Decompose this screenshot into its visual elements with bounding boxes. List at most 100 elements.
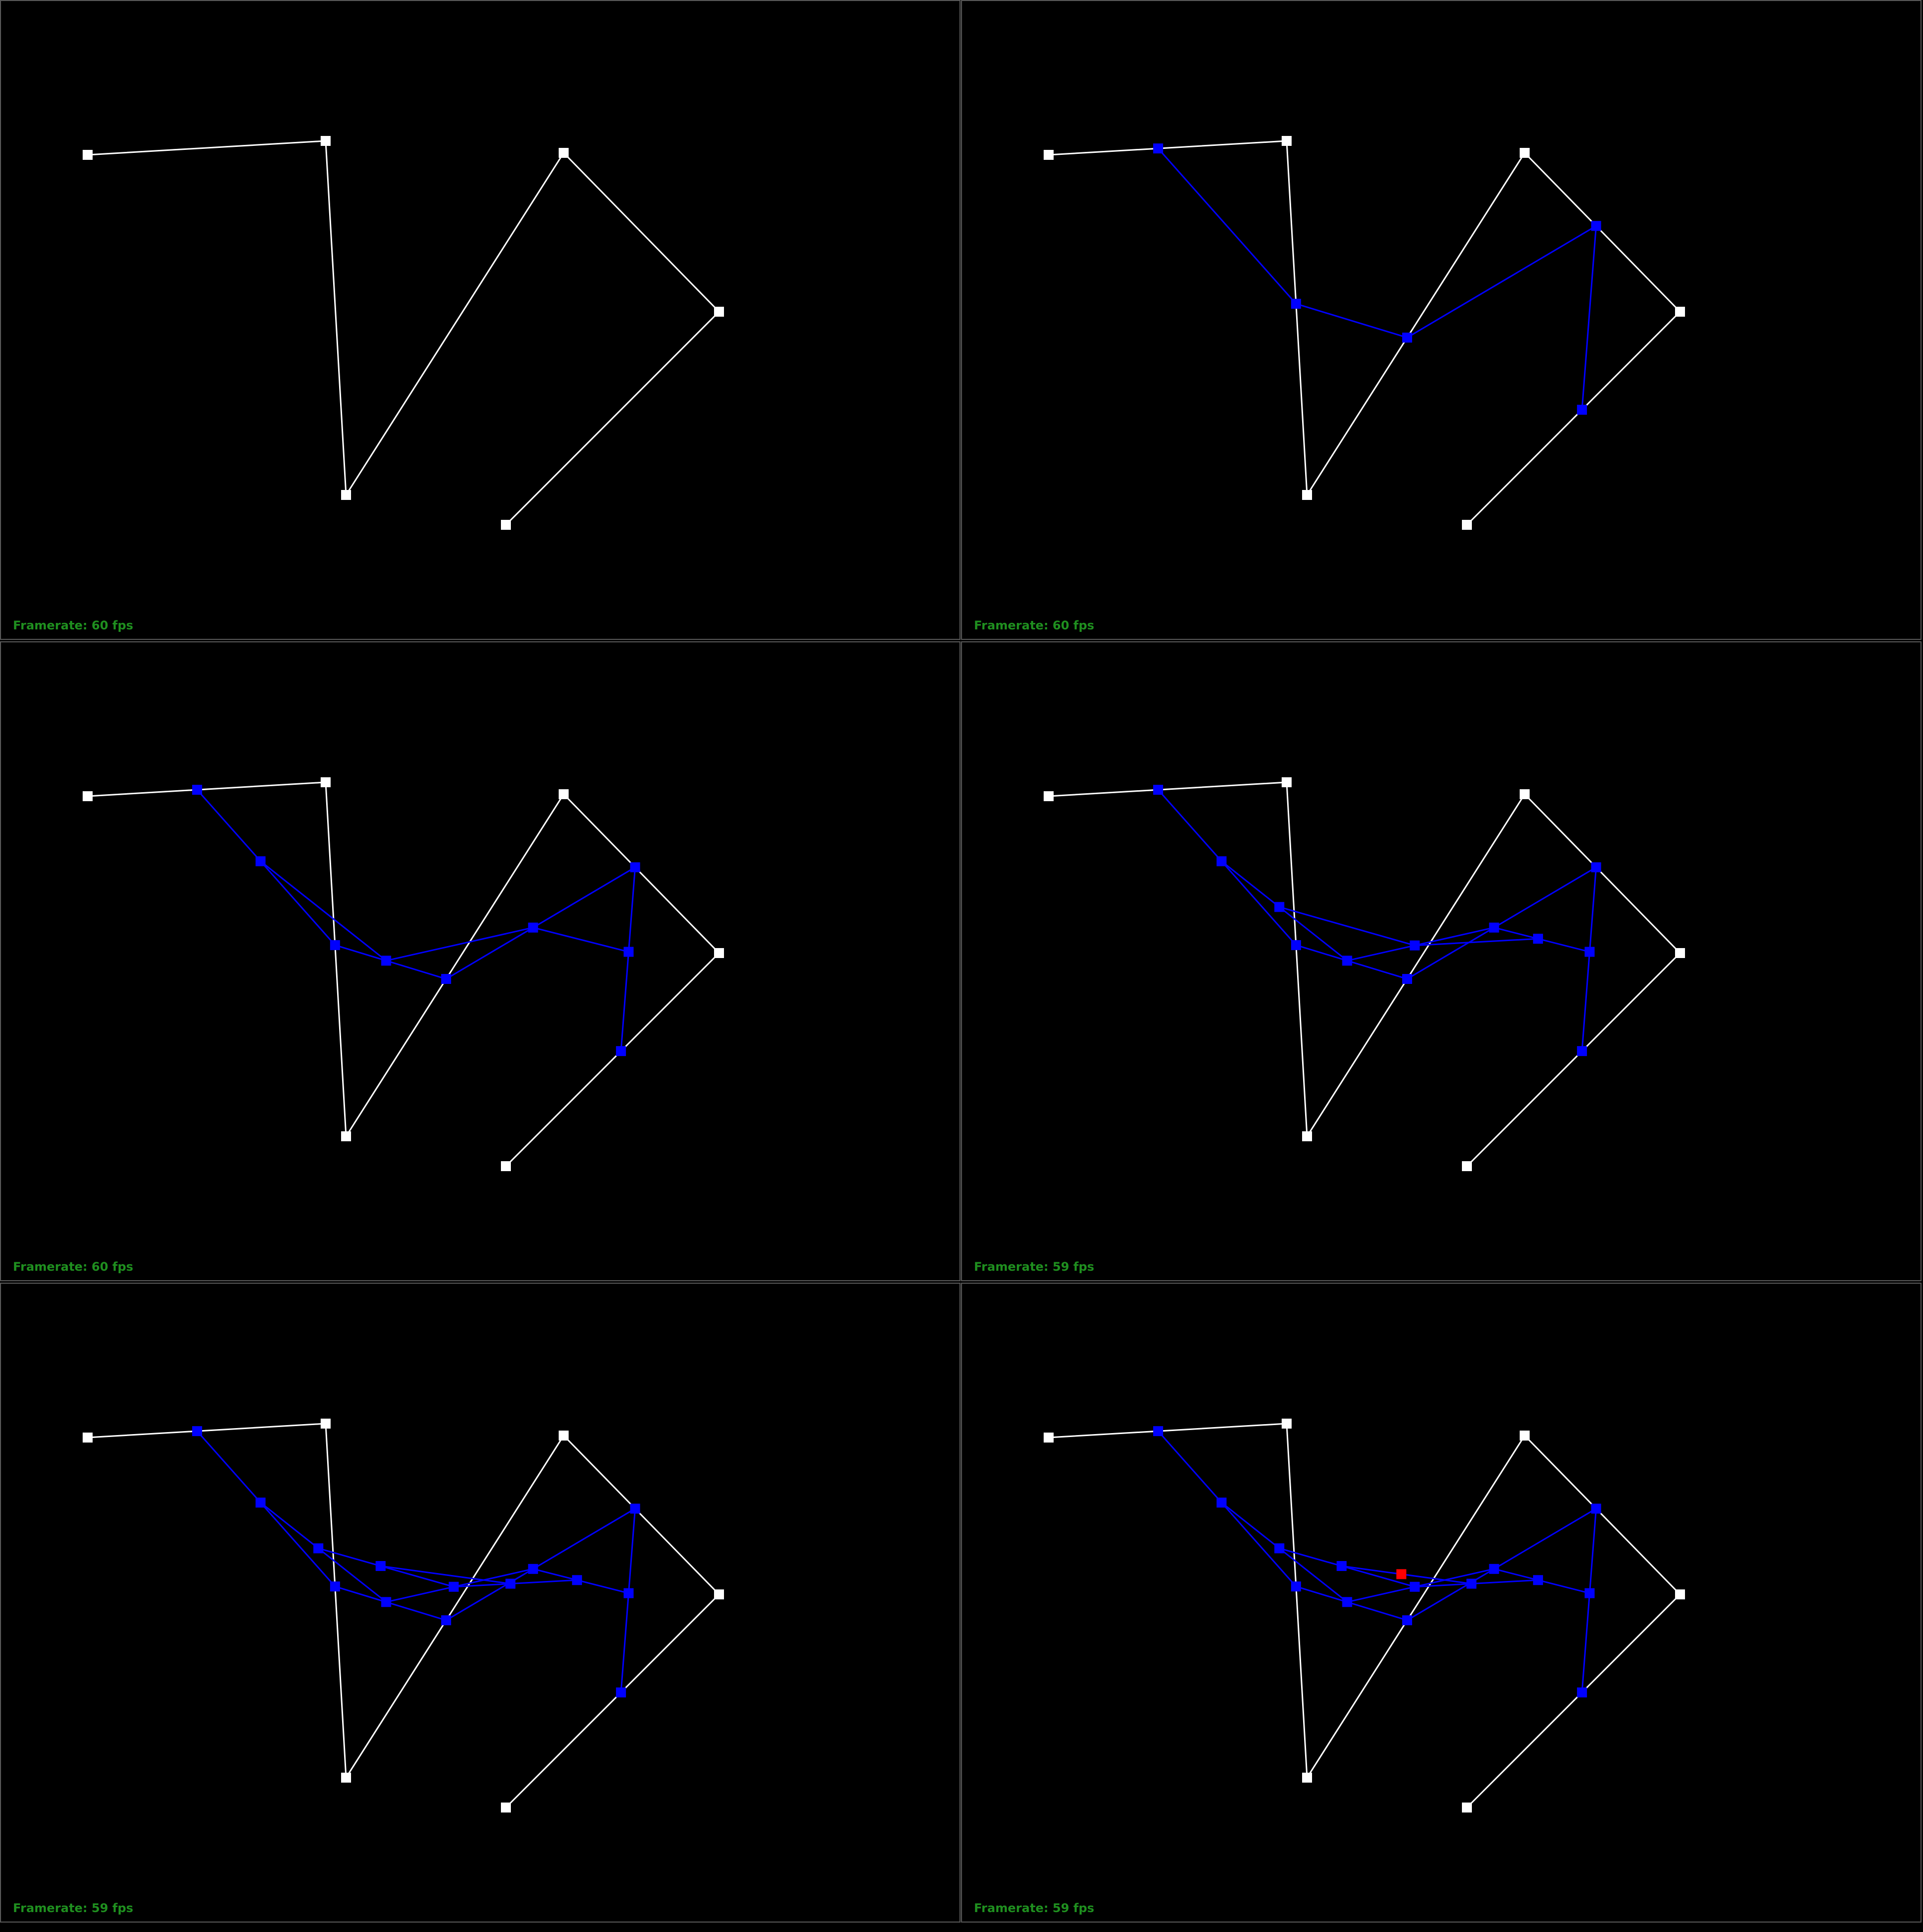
intermediate-point <box>330 940 340 951</box>
control-polygon <box>1048 1423 1682 1809</box>
intermediate-point <box>1274 1543 1285 1554</box>
intermediate-point <box>381 1597 391 1607</box>
intermediate-point <box>1342 956 1352 966</box>
intermediate-point <box>441 973 452 984</box>
framerate-label: Framerate: 59 fps <box>13 1901 133 1915</box>
intermediate-point <box>381 956 391 966</box>
control-point <box>321 777 331 787</box>
control-point <box>341 1131 351 1141</box>
panel-1: Framerate: 60 fps <box>0 0 961 640</box>
intermediate-point <box>330 1581 340 1592</box>
panel-frame <box>961 0 1922 640</box>
intermediate-polygon-level-4 <box>1341 1565 1472 1585</box>
intermediate-point <box>1342 1597 1352 1607</box>
control-polygon <box>1048 140 1682 526</box>
intermediate-point <box>1274 902 1285 912</box>
control-point <box>1520 148 1530 158</box>
intermediate-point <box>616 1687 626 1697</box>
intermediate-point <box>1489 1564 1499 1574</box>
intermediate-point <box>1410 940 1420 951</box>
intermediate-point <box>1533 934 1543 944</box>
control-point <box>1462 1803 1472 1812</box>
panel-frame <box>961 1283 1922 1923</box>
control-point <box>501 1161 511 1171</box>
intermediate-polygon-level-3 <box>318 1548 577 1588</box>
intermediate-point <box>528 922 538 933</box>
panel-3: Framerate: 60 fps <box>0 641 961 1281</box>
panel-frame <box>0 0 961 640</box>
intermediate-point <box>1577 1046 1587 1056</box>
control-point <box>1282 136 1292 146</box>
control-point <box>1520 1431 1530 1441</box>
control-point <box>501 520 511 530</box>
intermediate-point <box>1216 856 1227 866</box>
control-point <box>1675 948 1685 958</box>
intermediate-point <box>1533 1575 1543 1585</box>
intermediate-point <box>255 1497 266 1508</box>
intermediate-point <box>255 856 266 866</box>
control-point <box>321 136 331 146</box>
intermediate-polygon-level-3 <box>1279 906 1538 947</box>
intermediate-point <box>572 1575 582 1585</box>
intermediate-point <box>1591 221 1601 231</box>
intermediate-point <box>1291 940 1301 951</box>
intermediate-point <box>623 947 634 957</box>
control-point <box>1302 490 1312 500</box>
intermediate-point <box>441 1615 452 1625</box>
control-point <box>83 1433 93 1443</box>
control-polygon <box>87 140 721 526</box>
intermediate-point <box>630 1503 640 1514</box>
control-point <box>83 150 93 160</box>
intermediate-point <box>1402 332 1413 343</box>
intermediate-point <box>630 862 640 872</box>
control-point <box>341 1773 351 1783</box>
control-point <box>1462 1161 1472 1171</box>
control-point <box>83 791 93 801</box>
intermediate-point <box>1402 973 1413 984</box>
intermediate-point <box>1577 404 1587 415</box>
panel-2: Framerate: 60 fps <box>961 0 1922 640</box>
control-point <box>1675 307 1685 317</box>
framerate-label: Framerate: 59 fps <box>974 1260 1094 1274</box>
intermediate-polygon-level-3 <box>1279 1548 1538 1588</box>
control-polygon <box>87 781 721 1167</box>
panel-frame <box>0 641 961 1281</box>
intermediate-point <box>1291 1581 1301 1592</box>
control-point <box>559 789 569 799</box>
intermediate-point <box>1410 1581 1420 1592</box>
panel-5: Framerate: 59 fps <box>0 1283 961 1923</box>
intermediate-polygon-level-1 <box>196 789 636 1051</box>
intermediate-point <box>375 1561 386 1571</box>
control-point <box>1302 1131 1312 1141</box>
control-point <box>1520 789 1530 799</box>
intermediate-point <box>1584 1588 1595 1598</box>
intermediate-polygon-level-1 <box>1157 789 1597 1051</box>
control-point <box>559 1431 569 1441</box>
control-point <box>1044 1433 1054 1443</box>
control-point <box>1044 150 1054 160</box>
control-point <box>714 1589 724 1599</box>
intermediate-polygon-level-1 <box>196 1431 636 1692</box>
control-point <box>1282 1419 1292 1429</box>
control-point <box>341 490 351 500</box>
intermediate-point <box>449 1581 459 1592</box>
control-polygon <box>87 1423 721 1809</box>
framerate-label: Framerate: 60 fps <box>13 1260 133 1274</box>
control-point <box>1462 520 1472 530</box>
framerate-label: Framerate: 59 fps <box>974 1901 1094 1915</box>
control-point <box>714 948 724 958</box>
intermediate-point <box>1584 947 1595 957</box>
intermediate-point <box>505 1578 516 1589</box>
intermediate-point <box>623 1588 634 1598</box>
intermediate-point <box>1591 1503 1601 1514</box>
intermediate-point <box>313 1543 324 1554</box>
control-point <box>559 148 569 158</box>
intermediate-point <box>192 1426 202 1437</box>
intermediate-point <box>1466 1578 1477 1589</box>
control-point <box>321 1419 331 1429</box>
intermediate-point <box>1153 785 1163 795</box>
intermediate-point <box>1153 143 1163 154</box>
panel-frame <box>0 1283 961 1923</box>
intermediate-point <box>1591 862 1601 872</box>
